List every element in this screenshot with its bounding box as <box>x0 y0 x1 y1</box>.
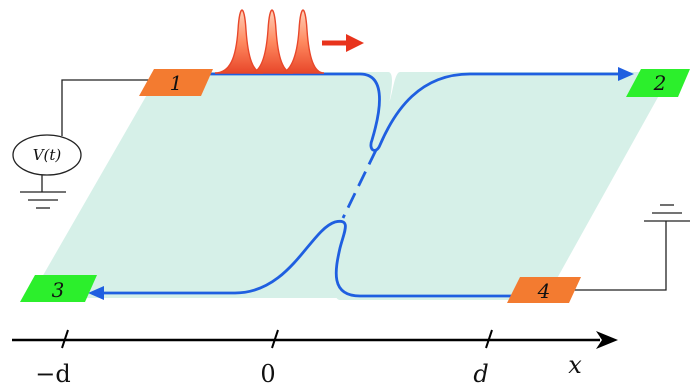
tick-zero <box>271 329 279 349</box>
edge-channel-tunneling <box>341 149 378 219</box>
contact-3-label: 3 <box>52 278 65 302</box>
wire-contact-4-to-ground <box>565 221 667 291</box>
contact-3: 3 <box>20 275 97 302</box>
contact-1-label: 1 <box>170 71 183 95</box>
tick-minus-d <box>61 329 69 349</box>
x-axis-arrowhead <box>596 331 618 349</box>
voltage-source-circle <box>12 134 82 176</box>
edge-arrowhead-to-2 <box>618 67 634 81</box>
contact-4: 4 <box>507 277 581 303</box>
contact-2: 2 <box>626 69 690 97</box>
contact-4-label: 4 <box>537 279 551 303</box>
wave-packet-3 <box>279 9 325 74</box>
sample-right-region <box>333 72 672 300</box>
tick-label-zero: 0 <box>260 360 275 385</box>
edge-channel-lower <box>96 219 522 298</box>
wave-packet-2 <box>249 9 294 74</box>
voltage-source-label: V(t) <box>33 146 62 164</box>
tick-label-minus-d: −d <box>35 360 70 385</box>
propagation-arrow <box>322 34 364 52</box>
tick-label-d: d <box>473 360 488 385</box>
wave-packet-1 <box>214 9 264 74</box>
sample-left-region <box>30 72 392 298</box>
axis-variable-label: x <box>568 351 582 379</box>
tick-d <box>485 329 493 349</box>
wave-packets <box>214 9 325 74</box>
edge-arrowhead-to-3 <box>88 286 104 300</box>
wire-source-to-contact-1 <box>61 79 150 136</box>
contact-2-label: 2 <box>653 71 667 95</box>
contact-1: 1 <box>139 69 213 96</box>
ground-symbol-left <box>20 191 66 209</box>
ground-symbol-right <box>644 204 690 222</box>
